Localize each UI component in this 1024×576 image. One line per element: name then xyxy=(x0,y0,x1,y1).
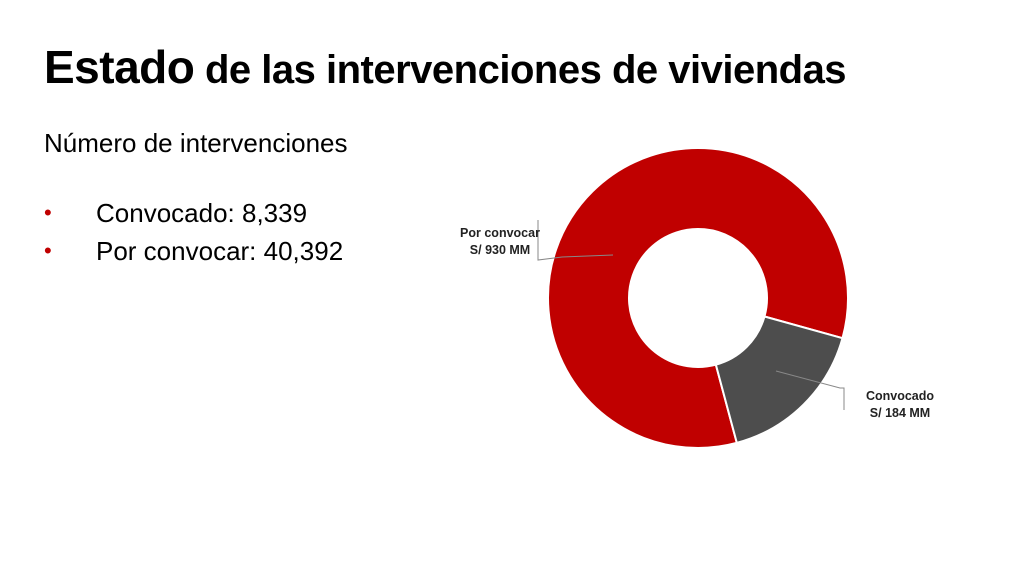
data-label-category-por-convocar: Por convocar xyxy=(460,226,540,240)
page-title: Estado de las intervenciones de vivienda… xyxy=(44,40,847,94)
subtitle: Número de intervenciones xyxy=(44,128,348,158)
donut-slices xyxy=(547,147,849,449)
bullet-list: • Convocado: 8,339 • Por convocar: 40,39… xyxy=(44,194,343,270)
leader-line-convocado xyxy=(775,370,845,410)
title-part-2: de las intervenciones de viviendas xyxy=(194,48,847,92)
leader-line-por-convocar xyxy=(537,220,614,261)
donut-chart: Por convocar S/ 930 MM Convocado S/ 184 … xyxy=(460,147,934,449)
list-item: • Por convocar: 40,392 xyxy=(44,232,343,270)
bullet-icon: • xyxy=(44,238,52,263)
bullet-label-convocado: Convocado: 8,339 xyxy=(96,198,308,228)
data-label-value-por-convocar: S/ 930 MM xyxy=(470,243,530,257)
donut-slice-convocado xyxy=(714,315,844,445)
data-label-value-convocado: S/ 184 MM xyxy=(870,406,930,420)
title-part-1: Estado xyxy=(44,41,195,93)
donut-slice-por-convocar xyxy=(547,147,849,449)
list-item: • Convocado: 8,339 xyxy=(44,194,343,232)
bullet-label-por-convocar: Por convocar: 40,392 xyxy=(96,236,344,266)
bullet-icon: • xyxy=(44,200,52,225)
data-label-category-convocado: Convocado xyxy=(866,389,934,403)
